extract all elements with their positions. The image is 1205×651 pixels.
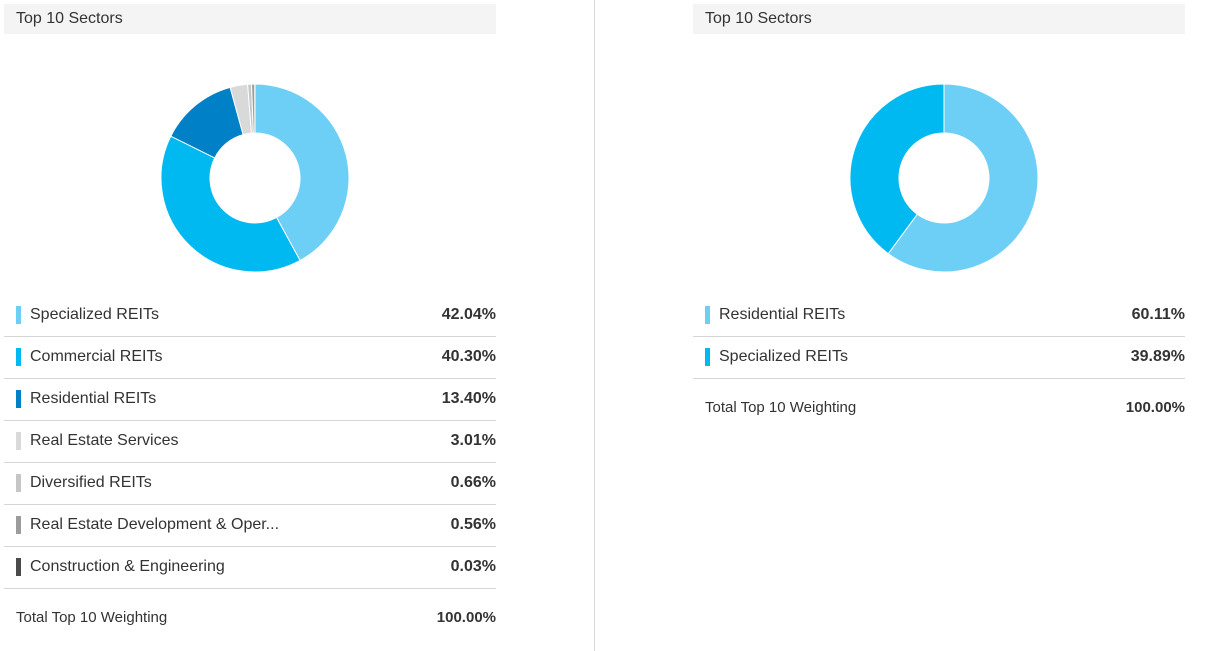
donut-slice[interactable] — [160, 135, 301, 273]
legend-swatch — [16, 558, 21, 576]
legend-swatch — [16, 306, 21, 324]
legend-row[interactable]: Specialized REITs 39.89% — [693, 337, 1185, 379]
legend-label: Construction & Engineering — [30, 558, 225, 575]
legend-swatch — [16, 474, 21, 492]
legend-row[interactable]: Real Estate Development & Oper... 0.56% — [4, 505, 496, 547]
panel-title: Top 10 Sectors — [4, 4, 496, 34]
legend-value: 13.40% — [441, 390, 496, 407]
panel-divider — [594, 0, 595, 651]
legend-value: 60.11% — [1131, 306, 1185, 323]
legend-swatch — [16, 390, 21, 408]
total-row: Total Top 10 Weighting 100.00% — [693, 379, 1185, 419]
total-value: 100.00% — [1125, 399, 1185, 416]
legend-label: Commercial REITs — [30, 348, 163, 365]
legend-row[interactable]: Residential REITs 13.40% — [4, 379, 496, 421]
legend-swatch — [16, 432, 21, 450]
legend-value: 42.04% — [441, 306, 496, 323]
legend-swatch — [16, 348, 21, 366]
legend-value: 3.01% — [450, 432, 496, 449]
legend-value: 0.56% — [450, 516, 496, 533]
panel-title: Top 10 Sectors — [693, 4, 1185, 34]
donut-chart — [160, 83, 350, 273]
legend-label: Real Estate Development & Oper... — [30, 516, 280, 533]
legend-label: Real Estate Services — [30, 432, 179, 449]
total-label: Total Top 10 Weighting — [705, 399, 857, 416]
legend-table: Specialized REITs 42.04% Commercial REITs 4… — [4, 295, 496, 629]
sector-panel-right: Top 10 Sectors Residential REITs 60.11% Sp… — [693, 4, 1185, 416]
legend-row[interactable]: Residential REITs 60.11% — [693, 295, 1185, 337]
total-value: 100.00% — [436, 609, 496, 626]
legend-row[interactable]: Commercial REITs 40.30% — [4, 337, 496, 379]
donut-slice[interactable] — [887, 83, 1039, 273]
legend-row[interactable]: Specialized REITs 42.04% — [4, 295, 496, 337]
legend-row[interactable]: Real Estate Services 3.01% — [4, 421, 496, 463]
legend-label: Residential REITs — [719, 306, 846, 323]
total-label: Total Top 10 Weighting — [16, 609, 168, 626]
legend-label: Specialized REITs — [719, 348, 848, 365]
legend-row[interactable]: Construction & Engineering 0.03% — [4, 547, 496, 589]
donut-slice[interactable] — [849, 83, 945, 255]
legend-label: Specialized REITs — [30, 306, 159, 323]
donut-chart — [849, 83, 1039, 273]
legend-label: Diversified REITs — [30, 474, 152, 491]
legend-value: 40.30% — [441, 348, 496, 365]
legend-row[interactable]: Diversified REITs 0.66% — [4, 463, 496, 505]
legend-value: 0.66% — [450, 474, 496, 491]
legend-table: Residential REITs 60.11% Specialized REITs… — [693, 295, 1185, 419]
legend-swatch — [16, 516, 21, 534]
legend-value: 39.89% — [1130, 348, 1185, 365]
total-row: Total Top 10 Weighting 100.00% — [4, 589, 496, 629]
legend-value: 0.03% — [450, 558, 496, 575]
legend-label: Residential REITs — [30, 390, 157, 407]
sector-panel-left: Top 10 Sectors Specialized REITs 42.04% Co… — [4, 4, 496, 626]
donut-slice[interactable] — [254, 83, 350, 262]
legend-swatch — [705, 348, 710, 366]
legend-swatch — [705, 306, 710, 324]
